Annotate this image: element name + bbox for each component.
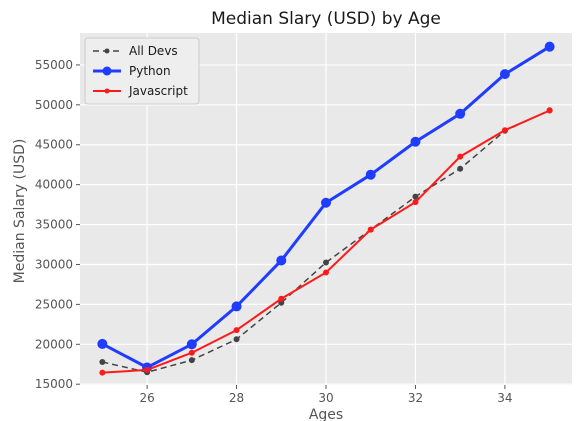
data-point [412,193,419,200]
data-point [365,169,376,180]
data-point [412,199,419,206]
data-point [544,41,555,52]
data-point [99,369,106,376]
legend-marker [104,88,110,94]
legend-marker [102,66,112,76]
legend-label: Javascript [128,84,188,98]
data-point [276,255,287,266]
data-point [546,107,553,114]
data-point [323,259,329,266]
data-point [233,336,240,343]
data-point [97,338,108,349]
data-point [323,269,329,276]
legend: All Devs Python Javascript [84,37,200,105]
x-tick-label: 30 [318,391,333,405]
x-tick-label: 26 [139,391,154,405]
y-tick-label: 35000 [35,218,73,232]
series-1 [97,41,555,373]
data-point [188,357,195,364]
data-point [188,349,195,356]
x-tick-label: 28 [229,391,244,405]
legend-marker [104,48,110,54]
x-axis-ticks: 26 28 30 32 34 [139,385,513,405]
legend-item: Javascript [93,84,188,98]
data-point [233,327,240,334]
grid-lines [80,33,572,385]
y-axis-label: Median Salary (USD) [12,139,28,284]
y-tick-label: 55000 [35,58,73,72]
x-axis-label: Ages [309,407,343,421]
data-point [144,366,151,373]
data-point [410,136,421,147]
y-axis-ticks: 15000 20000 25000 30000 35000 40000 45000 50000… [35,58,80,391]
y-tick-label: 30000 [35,257,73,271]
legend-label: Python [129,64,171,78]
y-tick-label: 45000 [35,138,73,152]
series-2 [99,107,553,376]
data-point [457,165,464,172]
data-point [501,127,508,134]
y-tick-label: 50000 [35,98,73,112]
y-tick-label: 25000 [35,297,73,311]
data-point [278,295,285,302]
data-point [457,153,464,160]
series-group [97,41,555,376]
y-tick-label: 40000 [35,178,73,192]
chart-title: Median Slary (USD) by Age [211,9,441,29]
series-line [102,109,550,374]
data-point [367,226,374,233]
legend-item: All Devs [93,44,178,58]
x-tick-label: 34 [497,391,512,405]
data-point [186,339,197,350]
legend-box [84,37,200,105]
y-tick-label: 20000 [35,337,73,351]
legend-item: Python [93,64,171,78]
x-tick-label: 32 [408,391,423,405]
data-point [231,301,242,312]
data-point [321,197,331,208]
data-point [99,358,106,365]
data-point [455,108,466,119]
legend-label: All Devs [129,44,178,58]
y-tick-label: 15000 [35,377,73,391]
data-point [499,69,510,80]
